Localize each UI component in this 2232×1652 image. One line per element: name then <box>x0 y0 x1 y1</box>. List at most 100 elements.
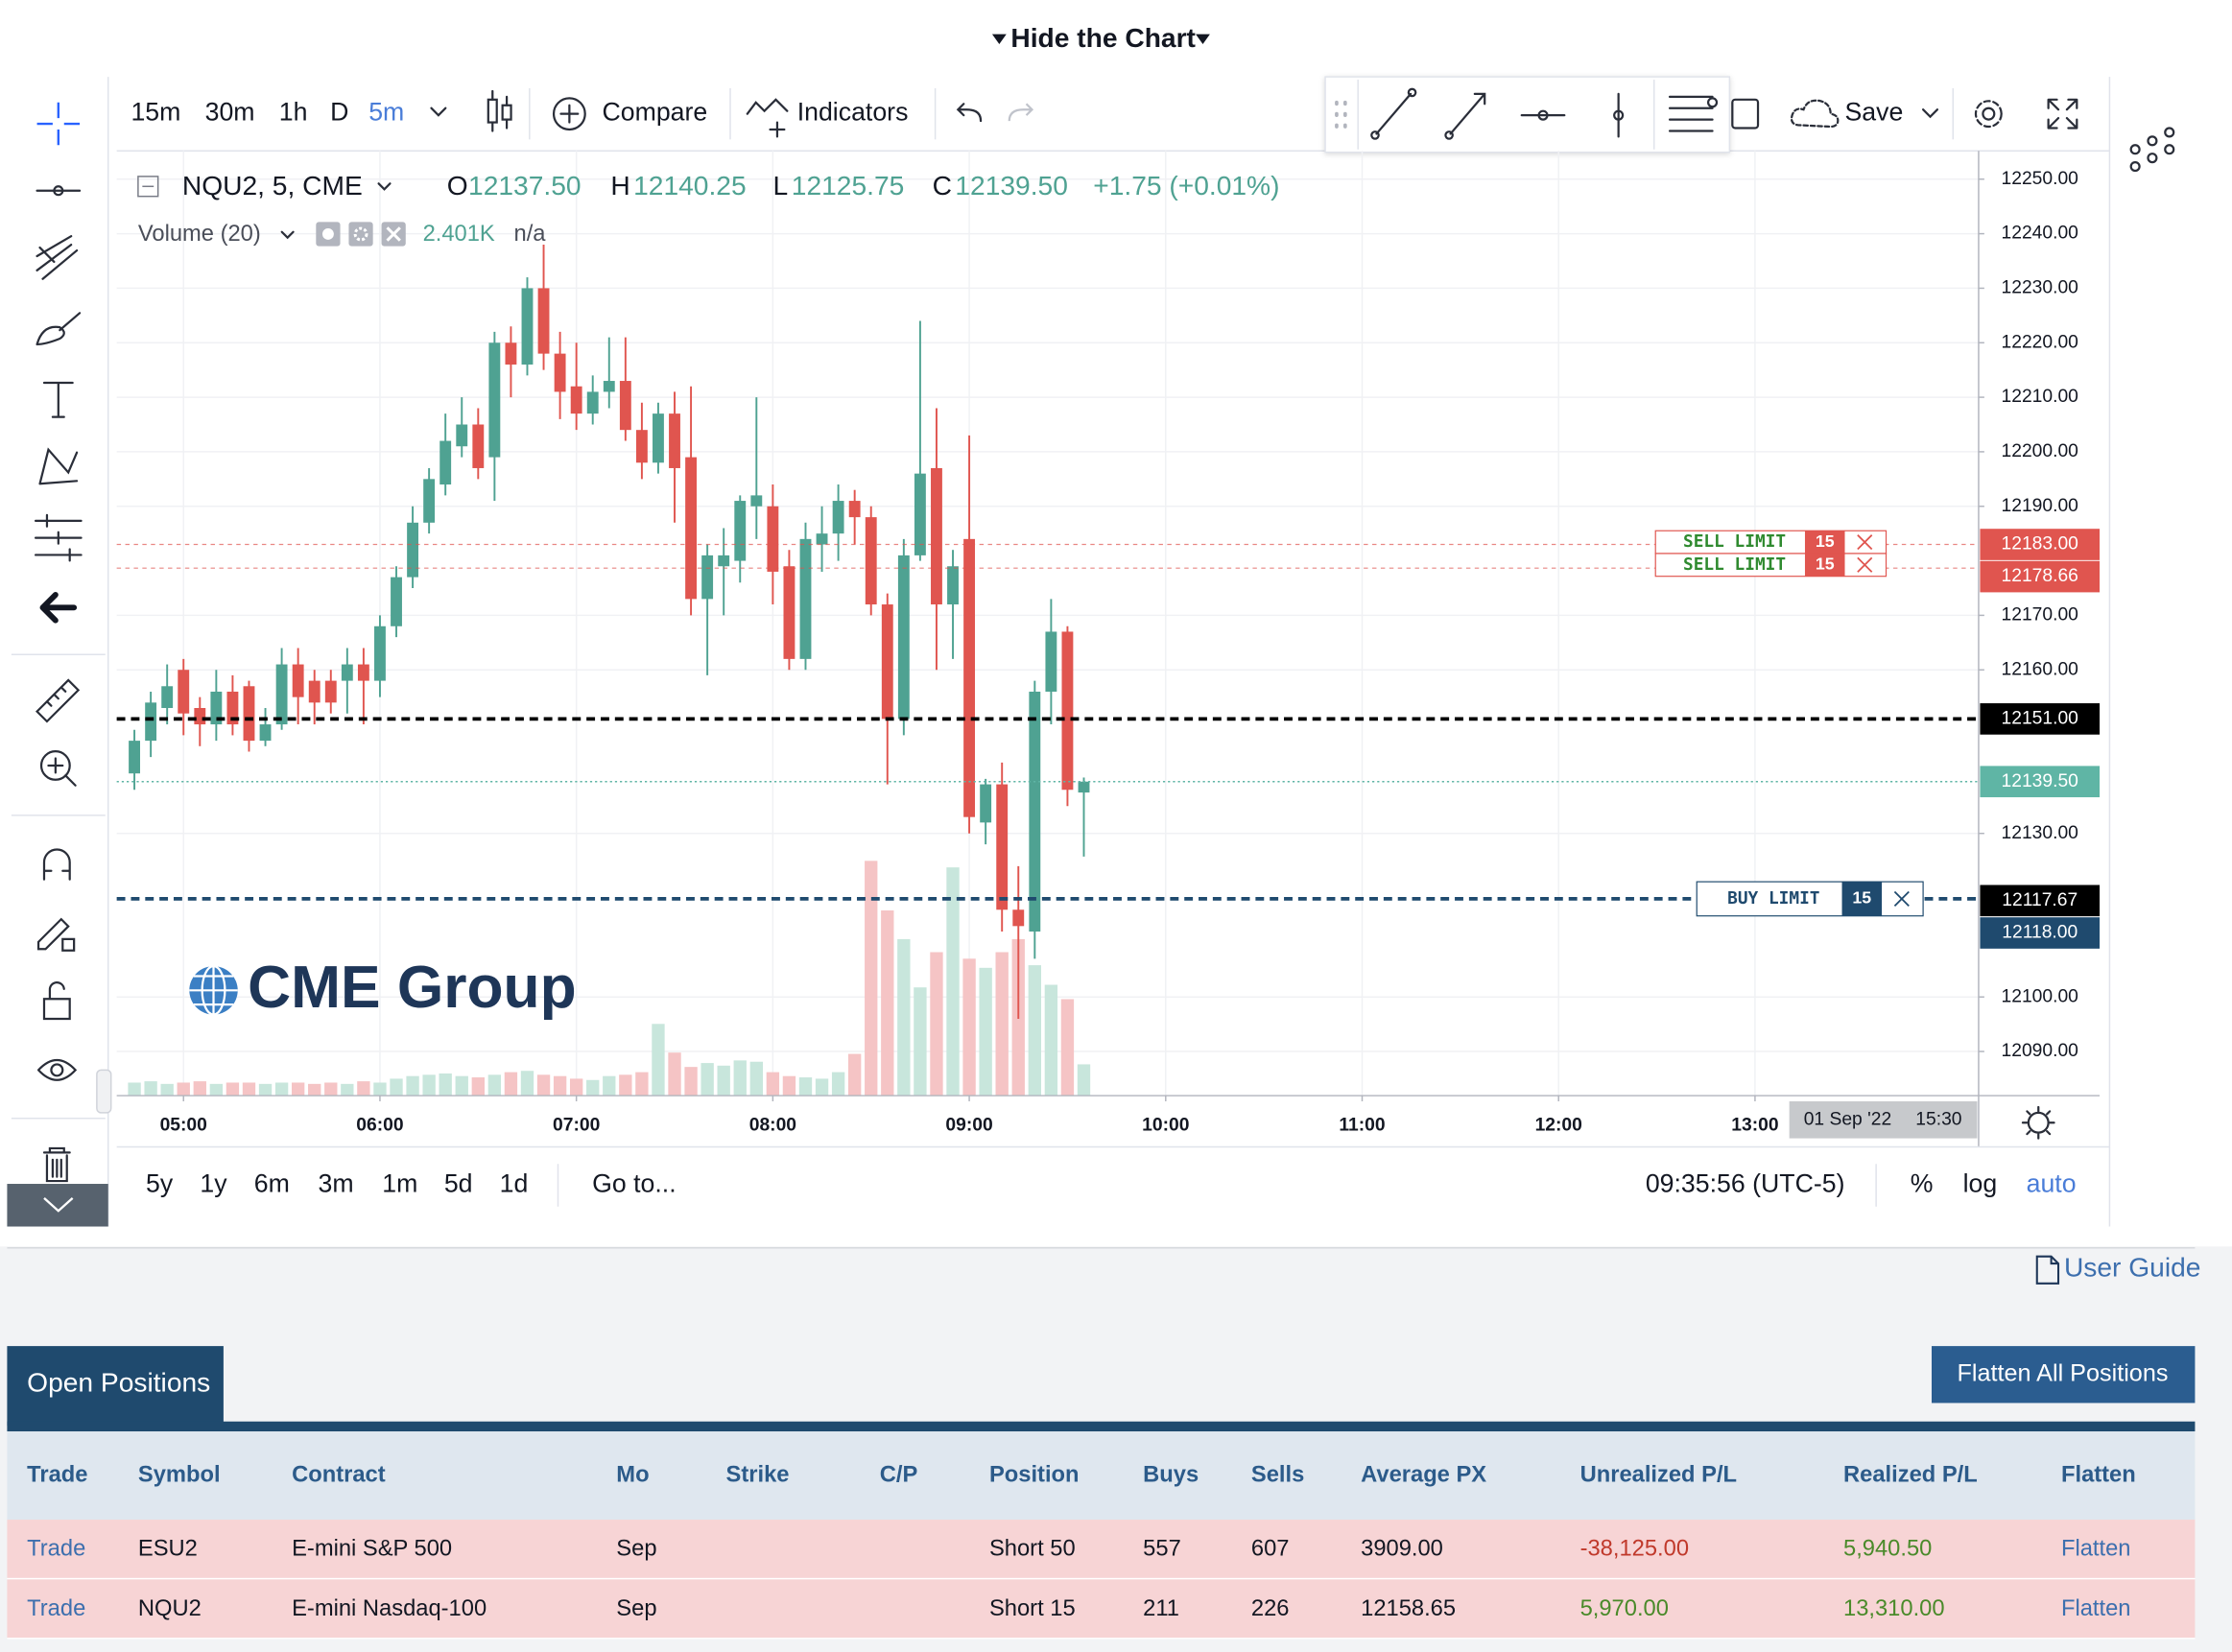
magnet-tool[interactable] <box>42 848 71 881</box>
compare-button[interactable]: Compare <box>602 98 707 127</box>
column-header[interactable]: Strike <box>726 1462 790 1487</box>
realized-cell: 5,940.50 <box>1843 1536 1932 1561</box>
study-dropdown[interactable] <box>280 230 295 240</box>
order-cancel[interactable] <box>1857 556 1873 573</box>
crosshair-tool[interactable] <box>36 102 81 146</box>
flatten-all-button[interactable] <box>1931 1346 2196 1404</box>
range-button[interactable]: 1m <box>382 1169 417 1198</box>
hide-chart-toggle[interactable]: Hide the Chart <box>1010 22 1196 53</box>
zoom-tool[interactable] <box>39 750 77 787</box>
compare-icon[interactable] <box>552 97 586 131</box>
order-label-box[interactable] <box>1696 881 1924 917</box>
order-cancel[interactable] <box>1893 890 1910 907</box>
trade-cell[interactable]: Trade <box>27 1536 85 1561</box>
redo-button[interactable] <box>1008 103 1034 122</box>
volume-bar <box>815 1078 829 1097</box>
candle-body <box>750 495 763 507</box>
range-button[interactable]: 1y <box>200 1169 227 1198</box>
column-header[interactable]: Symbol <box>138 1462 221 1487</box>
collapse-toolbar[interactable] <box>7 1184 108 1227</box>
goto-button[interactable]: Go to... <box>592 1169 677 1198</box>
user-guide-link[interactable]: User Guide <box>2064 1251 2200 1282</box>
prediction-tool[interactable] <box>34 513 83 562</box>
collapse-arrow <box>43 1196 74 1213</box>
legend-collapse[interactable] <box>137 176 159 198</box>
log-toggle[interactable]: log <box>1963 1169 1998 1198</box>
volume-bar <box>1044 984 1058 1097</box>
study-buttons[interactable] <box>316 222 406 247</box>
panel-handle[interactable] <box>96 1069 112 1114</box>
indicators-icon[interactable] <box>746 98 789 138</box>
column-header[interactable]: C/P <box>880 1462 918 1487</box>
column-header[interactable]: Sells <box>1251 1462 1304 1487</box>
line-tool[interactable] <box>36 185 82 197</box>
candle-body <box>243 686 255 742</box>
unlock-tool[interactable] <box>42 981 71 1021</box>
column-header[interactable]: Realized P/L <box>1843 1462 1978 1487</box>
flatten-cell[interactable]: Flatten <box>2061 1596 2131 1621</box>
fullscreen-button[interactable] <box>2047 98 2078 130</box>
column-header[interactable]: Unrealized P/L <box>1580 1462 1737 1487</box>
column-header[interactable]: Mo <box>616 1462 649 1487</box>
x-tick-label: 10:00 <box>1142 1115 1189 1135</box>
horizontal-line-tool[interactable] <box>1520 109 1566 121</box>
gann-tool[interactable] <box>36 235 79 280</box>
interval-button[interactable]: 30m <box>205 98 255 127</box>
object-tree-button[interactable] <box>2129 127 2175 173</box>
delete-tool[interactable] <box>42 1146 71 1183</box>
lock-drawings-tool[interactable] <box>36 917 76 952</box>
pattern-tool[interactable] <box>38 447 79 485</box>
arrow-tool[interactable] <box>1444 92 1486 140</box>
order-qty-box <box>1841 882 1883 916</box>
interval-button[interactable]: D <box>330 98 348 127</box>
back-tool[interactable] <box>39 592 78 624</box>
trade-cell[interactable]: Trade <box>27 1596 85 1621</box>
rectangle-tool[interactable] <box>1731 98 1760 130</box>
column-header[interactable]: Buys <box>1143 1462 1199 1487</box>
range-button[interactable]: 1d <box>500 1169 529 1198</box>
volume-study[interactable]: Volume (20) <box>138 222 261 247</box>
undo-button[interactable] <box>956 103 983 123</box>
settings-button[interactable] <box>1974 100 2003 129</box>
column-header[interactable]: Average PX <box>1361 1462 1486 1487</box>
save-button[interactable]: Save <box>1845 98 1904 127</box>
visibility-tool[interactable] <box>36 1058 78 1081</box>
text-tool[interactable] <box>42 381 74 418</box>
range-button[interactable]: 5y <box>146 1169 174 1198</box>
legend-symbol[interactable]: NQU2, 5, CME <box>182 170 363 201</box>
save-dropdown[interactable] <box>1921 108 1939 119</box>
brush-tool[interactable] <box>36 312 82 346</box>
positions-tab[interactable] <box>7 1346 224 1427</box>
column-header[interactable]: Trade <box>27 1462 87 1487</box>
save-icon[interactable] <box>1790 99 1840 129</box>
percent-toggle[interactable]: % <box>1911 1169 1934 1198</box>
vertical-line-tool[interactable] <box>1613 92 1625 138</box>
trend-line-tool[interactable] <box>1370 87 1417 140</box>
flatten-cell[interactable]: Flatten <box>2061 1536 2131 1561</box>
indicators-button[interactable]: Indicators <box>797 98 909 127</box>
range-button[interactable]: 3m <box>319 1169 354 1198</box>
volume-bar <box>553 1075 567 1097</box>
auto-toggle[interactable]: auto <box>2027 1169 2077 1198</box>
fib-tool[interactable] <box>1668 95 1719 132</box>
column-header[interactable]: Contract <box>292 1462 386 1487</box>
y-tick-label: 12160.00 <box>2002 659 2078 679</box>
interval-dropdown[interactable] <box>430 106 447 117</box>
column-header[interactable]: Flatten <box>2061 1462 2136 1487</box>
interval-button[interactable]: 1h <box>279 98 308 127</box>
volume-bar <box>274 1082 289 1097</box>
range-button[interactable]: 6m <box>254 1169 290 1198</box>
range-button[interactable]: 5d <box>444 1169 473 1198</box>
plot-area: 05:00 06:00 07:00 08:00 09:00 10:00 11:00 12:00… <box>116 151 2101 1135</box>
interval-button[interactable]: 5m <box>368 98 404 127</box>
interval-button[interactable]: 15m <box>131 98 180 127</box>
ruler-tool[interactable] <box>35 678 81 723</box>
order-cancel[interactable] <box>1857 534 1873 551</box>
symbol-dropdown[interactable] <box>377 182 392 191</box>
axis-settings[interactable] <box>2021 1105 2055 1140</box>
volume-bar <box>1028 965 1041 1097</box>
volume-bar <box>357 1081 370 1097</box>
volume-bar <box>291 1082 305 1097</box>
column-header[interactable]: Position <box>989 1462 1080 1487</box>
candle-type-button[interactable] <box>487 89 512 132</box>
